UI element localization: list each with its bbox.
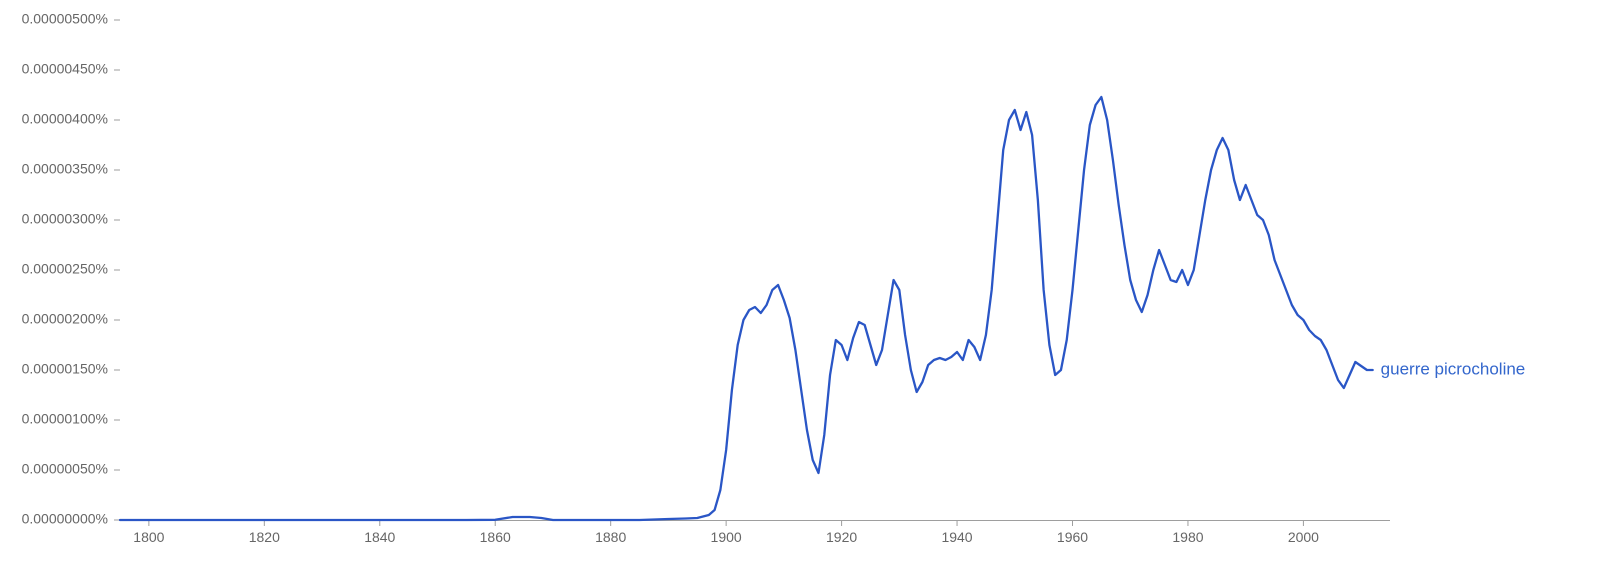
y-tick-label: 0.00000050% (22, 461, 108, 477)
ngram-chart: 0.00000000% 0.00000050% 0.00000100% 0.00000… (0, 0, 1600, 561)
y-tick-label: 0.00000450% (22, 61, 108, 77)
x-tick-label: 1940 (941, 529, 972, 545)
x-tick-label: 1900 (711, 529, 742, 545)
series-line (120, 97, 1373, 520)
y-tick-label: 0.00000150% (22, 361, 108, 377)
series-label[interactable]: guerre picrocholine (1381, 359, 1526, 378)
x-tick-label: 1920 (826, 529, 857, 545)
y-tick-label: 0.00000200% (22, 311, 108, 327)
x-tick-label: 1980 (1172, 529, 1203, 545)
x-tick-label: 1800 (133, 529, 164, 545)
x-tick-label: 1840 (364, 529, 395, 545)
y-tick-label: 0.00000350% (22, 161, 108, 177)
x-tick-label: 1880 (595, 529, 626, 545)
x-tick-label: 1860 (480, 529, 511, 545)
y-tick-label: 0.00000250% (22, 261, 108, 277)
chart-svg: 0.00000000% 0.00000050% 0.00000100% 0.00000… (0, 0, 1600, 561)
y-tick-label: 0.00000500% (22, 11, 108, 27)
x-tick-label: 1820 (249, 529, 280, 545)
x-tick-label: 2000 (1288, 529, 1319, 545)
y-tick-label: 0.00000000% (22, 511, 108, 527)
y-tick-label: 0.00000300% (22, 211, 108, 227)
x-tick-label: 1960 (1057, 529, 1088, 545)
y-tick-label: 0.00000400% (22, 111, 108, 127)
y-tick-label: 0.00000100% (22, 411, 108, 427)
